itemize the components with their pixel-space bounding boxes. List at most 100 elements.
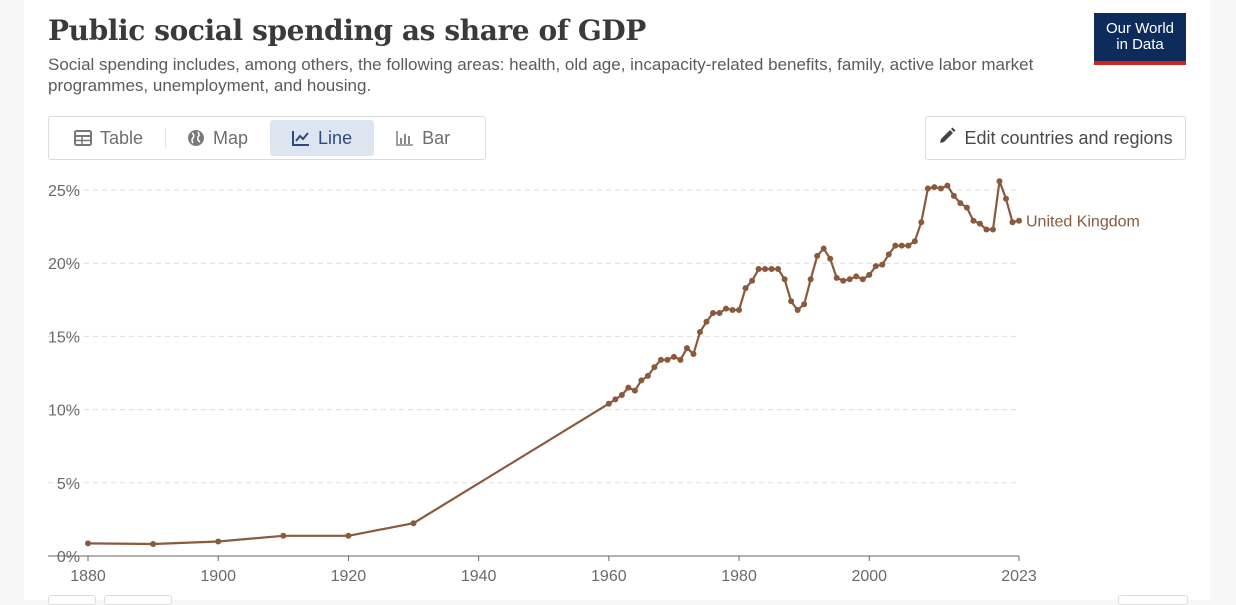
data-point xyxy=(983,226,990,233)
data-point xyxy=(631,387,638,394)
y-tick-label: 5% xyxy=(57,476,80,493)
page-title: Public social spending as share of GDP xyxy=(48,14,646,47)
data-point xyxy=(651,364,658,371)
x-tick-label: 1880 xyxy=(70,568,106,585)
data-point xyxy=(976,220,983,227)
tab-map[interactable]: Map xyxy=(165,120,270,156)
data-point xyxy=(950,192,957,199)
data-point xyxy=(807,276,814,283)
data-point xyxy=(723,305,730,312)
x-tick-label: 2000 xyxy=(851,568,887,585)
data-point xyxy=(664,356,671,363)
data-point xyxy=(638,377,645,384)
tab-table[interactable]: Table xyxy=(52,120,165,156)
data-point xyxy=(710,309,717,316)
data-point xyxy=(736,307,743,314)
data-point xyxy=(892,242,899,249)
data-point xyxy=(150,540,157,547)
data-point xyxy=(749,277,756,284)
data-point xyxy=(280,532,287,539)
data-point xyxy=(775,266,782,273)
data-point xyxy=(898,242,905,249)
data-point xyxy=(410,520,417,527)
data-point xyxy=(729,307,736,314)
data-point xyxy=(644,372,651,379)
chart-card: Public social spending as share of GDP S… xyxy=(24,0,1210,605)
bar-chart-icon xyxy=(396,130,414,146)
data-point xyxy=(918,219,925,226)
data-point xyxy=(931,184,938,191)
data-point xyxy=(879,261,886,268)
data-point xyxy=(944,182,951,189)
y-tick-label: 25% xyxy=(48,183,80,200)
data-point xyxy=(859,276,866,283)
data-point xyxy=(696,329,703,336)
tab-line-label: Line xyxy=(318,127,353,148)
line-chart-icon xyxy=(292,130,310,146)
data-point xyxy=(657,356,664,363)
x-tick-label: 2023 xyxy=(1001,568,1037,585)
page-subtitle: Social spending includes, among others, … xyxy=(48,55,1034,95)
data-point xyxy=(957,200,964,207)
data-point xyxy=(612,396,619,403)
data-point xyxy=(1016,217,1022,224)
tab-table-label: Table xyxy=(100,127,144,148)
y-tick-label: 15% xyxy=(48,329,80,346)
data-point xyxy=(690,350,697,357)
edit-countries-button[interactable]: Edit countries and regions xyxy=(925,116,1186,160)
data-point xyxy=(605,400,612,407)
series-label: United Kingdom xyxy=(1026,214,1140,231)
data-point xyxy=(827,255,834,262)
data-point xyxy=(911,238,918,245)
data-point xyxy=(905,242,912,249)
data-point xyxy=(853,273,860,280)
data-point xyxy=(683,345,690,352)
pencil-icon xyxy=(938,127,956,150)
owid-logo[interactable]: Our World in Data xyxy=(1094,13,1186,65)
data-point xyxy=(866,271,873,278)
data-point xyxy=(762,266,769,273)
data-point xyxy=(970,217,977,224)
data-point xyxy=(820,245,827,252)
logo-line-2: in Data xyxy=(1116,36,1164,53)
data-point xyxy=(625,384,632,391)
edit-countries-label: Edit countries and regions xyxy=(964,127,1173,148)
data-point xyxy=(85,540,91,547)
data-point xyxy=(924,185,931,192)
data-point xyxy=(814,252,821,259)
data-point xyxy=(996,178,1003,185)
tab-bar-label: Bar xyxy=(422,127,451,148)
x-tick-label: 1940 xyxy=(461,568,497,585)
globe-icon xyxy=(187,129,205,147)
data-point xyxy=(1009,219,1016,226)
data-point xyxy=(846,276,853,283)
data-point xyxy=(937,185,944,192)
data-point xyxy=(840,277,847,284)
data-point xyxy=(794,307,801,314)
logo-line-1: Our World xyxy=(1105,20,1175,37)
x-tick-label: 1960 xyxy=(591,568,627,585)
table-icon xyxy=(74,130,92,146)
data-point xyxy=(670,353,677,360)
y-tick-label: 10% xyxy=(48,403,80,420)
series-line xyxy=(87,180,1020,546)
x-tick-label: 1980 xyxy=(721,568,757,585)
view-tabs: Table Map Line Bar xyxy=(48,116,486,160)
data-point xyxy=(618,391,625,398)
data-point xyxy=(963,204,970,211)
x-tick-label: 1920 xyxy=(331,568,367,585)
data-point xyxy=(703,318,710,325)
data-point xyxy=(742,285,749,292)
data-point xyxy=(872,263,879,270)
y-tick-label: 20% xyxy=(48,256,80,273)
x-tick-label: 1900 xyxy=(200,568,236,585)
tab-line[interactable]: Line xyxy=(270,120,375,156)
data-point xyxy=(801,301,808,308)
tab-bar[interactable]: Bar xyxy=(374,120,472,156)
data-point xyxy=(833,274,840,281)
data-point xyxy=(989,226,996,233)
data-point xyxy=(677,356,684,363)
data-point xyxy=(345,532,352,539)
data-point xyxy=(885,251,892,258)
